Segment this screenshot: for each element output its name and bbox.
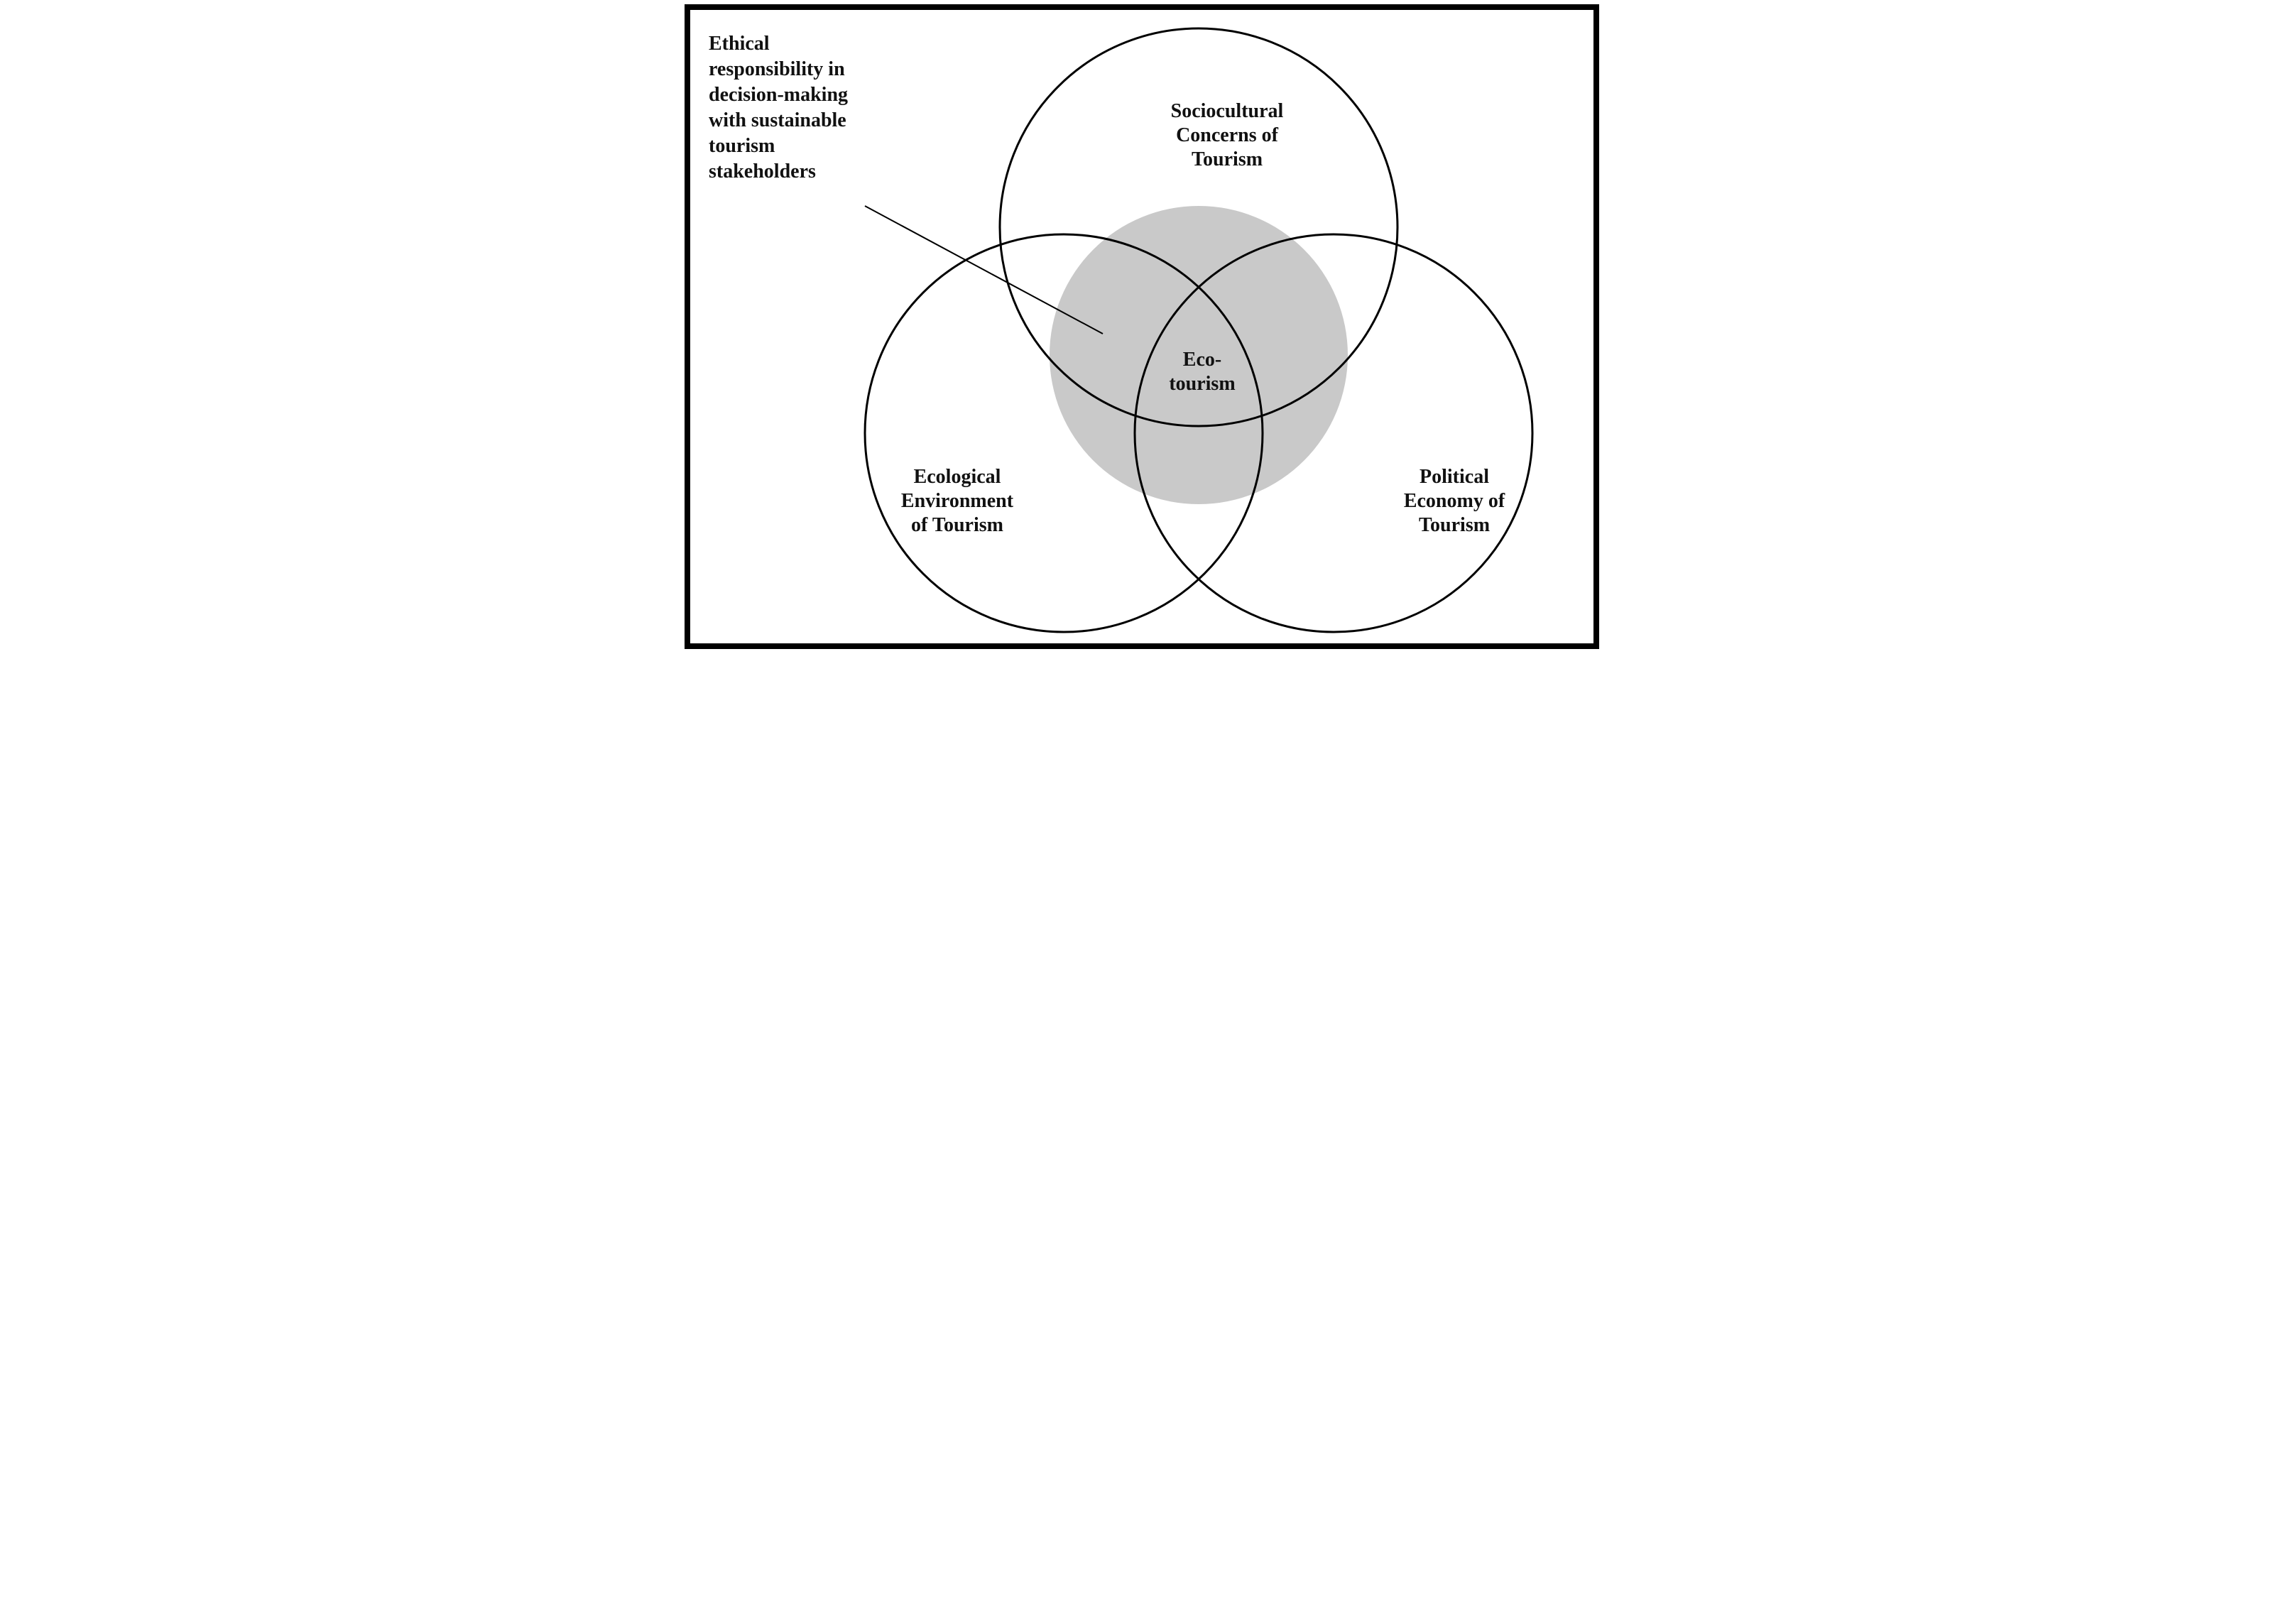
- circle-label-left-line: Environment: [900, 490, 1013, 512]
- circle-label-left-line: Ecological: [913, 466, 1001, 488]
- annotation-text-line: tourism: [709, 135, 775, 157]
- circle-label-right-line: Tourism: [1418, 514, 1489, 536]
- circle-label-left-line: of Tourism: [911, 514, 1003, 536]
- annotation-text-line: Ethical: [709, 33, 770, 55]
- center-label-line: tourism: [1169, 373, 1235, 395]
- annotation-text-line: decision-making: [709, 84, 848, 106]
- center-label-line: Eco-: [1182, 349, 1221, 371]
- circle-label-top-line: Sociocultural: [1170, 100, 1283, 122]
- circle-label-top-line: Concerns of: [1176, 124, 1279, 146]
- circle-label-top-line: Tourism: [1191, 148, 1262, 170]
- circle-label-left: EcologicalEnvironmentof Tourism: [900, 466, 1013, 536]
- circle-label-right-line: Economy of: [1403, 490, 1505, 512]
- annotation-text-line: responsibility in: [709, 58, 845, 80]
- circle-label-right-line: Political: [1420, 466, 1489, 488]
- venn-diagram: SocioculturalConcerns ofTourismEcologica…: [680, 0, 1603, 710]
- diagram-container: SocioculturalConcerns ofTourismEcologica…: [680, 0, 1603, 714]
- annotation-text-line: stakeholders: [709, 160, 816, 182]
- annotation-text-line: with sustainable: [709, 109, 846, 131]
